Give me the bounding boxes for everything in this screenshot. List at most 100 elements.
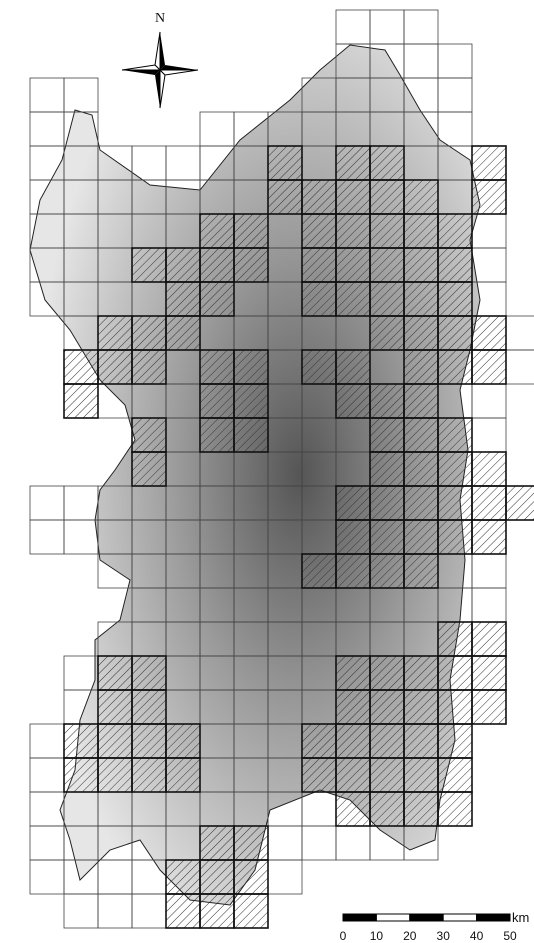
survey-cell <box>98 724 132 758</box>
survey-cell <box>336 724 370 758</box>
scale-tick-label: 20 <box>403 929 417 943</box>
survey-cell <box>302 180 336 214</box>
survey-cell <box>370 724 404 758</box>
grid-cell <box>30 860 64 894</box>
grid-cell <box>30 758 64 792</box>
survey-cell <box>64 350 98 384</box>
survey-cell <box>370 146 404 180</box>
grid-cell <box>166 146 200 180</box>
survey-cell <box>472 452 506 486</box>
survey-cell <box>370 554 404 588</box>
survey-cell <box>404 758 438 792</box>
survey-cell <box>438 622 472 656</box>
survey-cell <box>404 452 438 486</box>
survey-cell <box>200 214 234 248</box>
survey-cell <box>166 248 200 282</box>
scale-segment <box>477 914 510 921</box>
survey-cell <box>166 316 200 350</box>
scale-tick-label: 50 <box>503 929 517 943</box>
scale-tick-label: 0 <box>340 929 347 943</box>
survey-cell <box>336 758 370 792</box>
survey-cell <box>200 248 234 282</box>
scale-segment <box>376 914 409 921</box>
grid-cell <box>472 248 506 282</box>
survey-cell <box>506 486 534 520</box>
survey-cell <box>132 656 166 690</box>
grid-cell <box>302 792 336 826</box>
survey-cell <box>302 214 336 248</box>
survey-cell <box>404 520 438 554</box>
survey-cell <box>234 894 268 928</box>
survey-cell <box>370 758 404 792</box>
survey-cell <box>404 690 438 724</box>
survey-cell <box>438 724 472 758</box>
scale-segment <box>343 914 376 921</box>
survey-cell <box>404 554 438 588</box>
survey-cell <box>370 214 404 248</box>
survey-cell <box>234 384 268 418</box>
survey-cell <box>234 418 268 452</box>
grid-cell <box>404 10 438 44</box>
grid-cell <box>268 860 302 894</box>
grid-cell <box>438 78 472 112</box>
survey-cell <box>200 418 234 452</box>
survey-cell <box>472 622 506 656</box>
survey-cell <box>336 350 370 384</box>
survey-cell <box>404 418 438 452</box>
survey-cell <box>404 282 438 316</box>
survey-cell <box>268 146 302 180</box>
survey-cell <box>370 452 404 486</box>
survey-cell <box>132 316 166 350</box>
survey-cell <box>302 724 336 758</box>
survey-cell <box>370 384 404 418</box>
grid-cell <box>64 520 98 554</box>
survey-cell <box>472 350 506 384</box>
grid-cell <box>30 112 64 146</box>
survey-cell <box>370 690 404 724</box>
scale-segment <box>443 914 476 921</box>
survey-cell <box>166 282 200 316</box>
survey-cell <box>234 214 268 248</box>
grid-cell <box>404 44 438 78</box>
grid-cell <box>30 792 64 826</box>
compass-label: N <box>155 11 165 26</box>
scale-unit: km <box>512 910 529 925</box>
compass <box>122 32 198 108</box>
survey-cell <box>472 146 506 180</box>
survey-cell <box>132 418 166 452</box>
survey-cell <box>302 554 336 588</box>
grid-cell <box>30 826 64 860</box>
grid-cell <box>438 44 472 78</box>
grid-cell <box>336 826 370 860</box>
grid-cell <box>64 78 98 112</box>
survey-cell <box>370 282 404 316</box>
survey-cell <box>336 554 370 588</box>
survey-cell <box>370 656 404 690</box>
survey-cell <box>98 316 132 350</box>
grid-cell <box>506 350 534 384</box>
survey-cell <box>438 452 472 486</box>
survey-cell <box>404 724 438 758</box>
grid-cell <box>472 214 506 248</box>
survey-cell <box>336 248 370 282</box>
survey-cell <box>404 486 438 520</box>
survey-cell <box>166 724 200 758</box>
grid-cell <box>472 554 506 588</box>
survey-cell <box>438 316 472 350</box>
survey-cell <box>336 520 370 554</box>
survey-cell <box>234 248 268 282</box>
survey-cell <box>438 486 472 520</box>
survey-cell <box>336 180 370 214</box>
survey-cell <box>370 520 404 554</box>
grid-cell <box>30 724 64 758</box>
survey-cell <box>438 690 472 724</box>
survey-cell <box>336 690 370 724</box>
grid-cell <box>30 486 64 520</box>
survey-cell <box>234 826 268 860</box>
survey-cell <box>132 452 166 486</box>
survey-cell <box>302 350 336 384</box>
survey-cell <box>336 282 370 316</box>
grid-cell <box>30 78 64 112</box>
survey-cell <box>200 860 234 894</box>
grid-cell <box>438 112 472 146</box>
